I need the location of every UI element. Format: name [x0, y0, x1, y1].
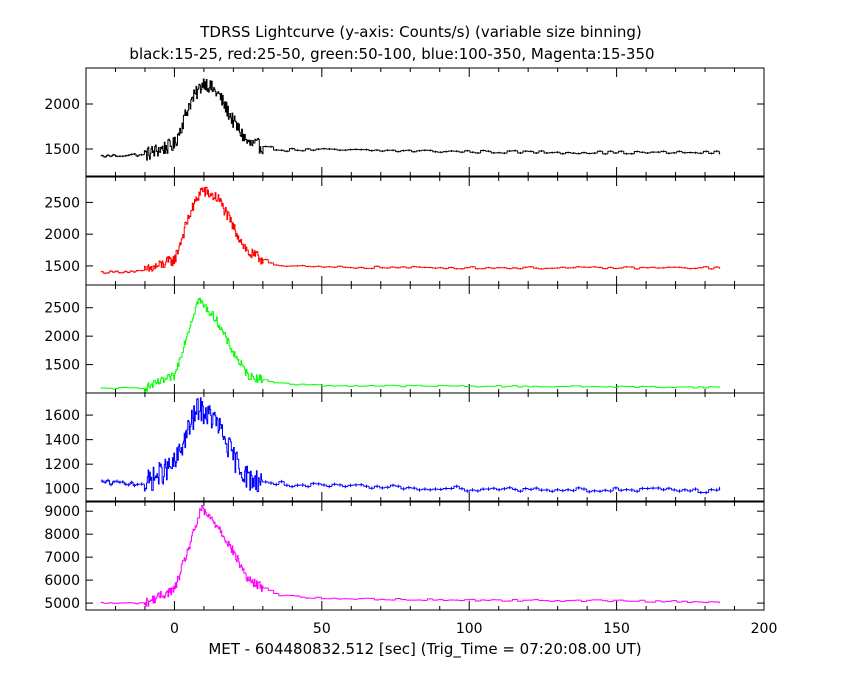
panel-frame: [85, 501, 765, 611]
panel-50-100: 1500 2000 2500: [44, 284, 765, 394]
series-line-50-100: [100, 297, 721, 392]
panel-frame: [85, 392, 765, 502]
series-line-100-350: [100, 397, 721, 495]
y-tick-label: 8000: [44, 527, 80, 543]
x-tick-label: 200: [751, 621, 778, 637]
chart-subtitle: black:15-25, red:25-50, green:50-100, bl…: [129, 45, 654, 63]
series-line-15-25: [100, 78, 721, 161]
y-tick-label: 9000: [44, 504, 80, 520]
y-tick-label: 5000: [44, 596, 80, 612]
panel-group: 1500 2000 1500 2000 2500 1500 2000 2500 1000 1200…: [44, 67, 765, 612]
x-axis-tick-labels: 0 50 100 150 200: [170, 621, 777, 637]
panel-25-50: 1500 2000 2500: [44, 176, 765, 286]
y-tick-label: 1500: [44, 142, 80, 158]
chart-title: TDRSS Lightcurve (y-axis: Counts/s) (var…: [199, 23, 642, 41]
y-tick-label: 2000: [44, 329, 80, 345]
series-line-25-50: [100, 186, 721, 275]
y-tick-label: 1200: [44, 457, 80, 473]
panel-100-350: 1000 1200 1400 1600: [44, 392, 765, 502]
panel-15-350: 5000 6000 7000 8000 9000: [44, 501, 765, 612]
x-tick-label: 150: [603, 621, 630, 637]
x-tick-label: 0: [170, 621, 179, 637]
y-tick-label: 6000: [44, 573, 80, 589]
panel-frame: [85, 284, 765, 394]
x-axis-label: MET - 604480832.512 [sec] (Trig_Time = 0…: [208, 640, 641, 659]
x-tick-label: 50: [313, 621, 331, 637]
y-tick-label: 1400: [44, 433, 80, 449]
panel-frame: [85, 176, 765, 286]
panel-frame: [85, 67, 765, 177]
x-tick-label: 100: [456, 621, 483, 637]
y-tick-label: 1500: [44, 358, 80, 374]
panel-15-25: 1500 2000: [44, 67, 765, 177]
y-tick-label: 7000: [44, 550, 80, 566]
y-tick-label: 2500: [44, 301, 80, 317]
y-tick-label: 2000: [44, 97, 80, 113]
y-tick-label: 1600: [44, 408, 80, 424]
y-tick-label: 1000: [44, 482, 80, 498]
y-tick-label: 2500: [44, 195, 80, 211]
y-tick-label: 2000: [44, 227, 80, 243]
y-tick-label: 1500: [44, 259, 80, 275]
series-line-15-350: [100, 505, 721, 607]
